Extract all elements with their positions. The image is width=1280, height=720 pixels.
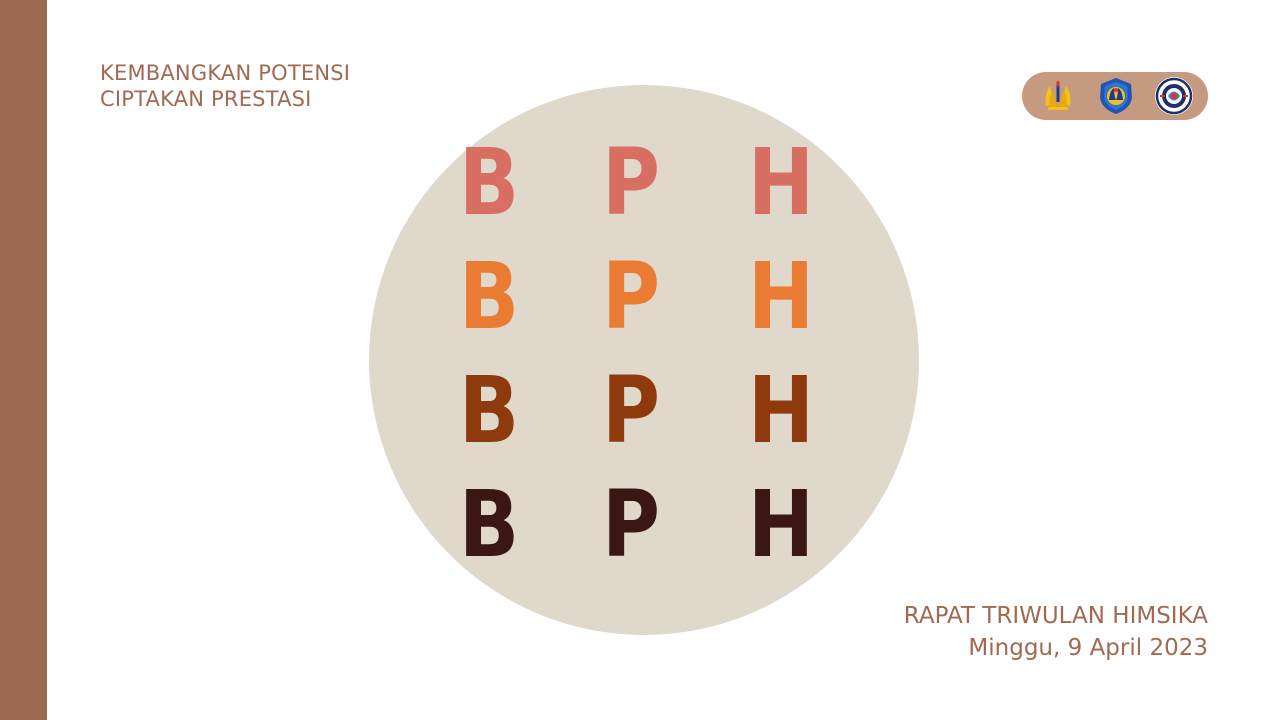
letter-h-row-4: H bbox=[747, 471, 815, 578]
emblem-circle: B P H B P H B P H B P H bbox=[369, 85, 919, 635]
letter-h-row-2: H bbox=[747, 243, 815, 350]
event-date: Minggu, 9 April 2023 bbox=[968, 635, 1208, 661]
event-info: RAPAT TRIWULAN HIMSIKA Minggu, 9 April 2… bbox=[904, 600, 1208, 664]
himsika-logo-icon bbox=[1154, 76, 1194, 116]
letter-p-row-2: P bbox=[602, 243, 660, 350]
letter-h-row-3: H bbox=[747, 357, 815, 464]
letter-b-row-1: B bbox=[458, 129, 520, 236]
letter-p-row-3: P bbox=[602, 357, 660, 464]
accent-side-bar bbox=[0, 0, 47, 720]
letter-h-row-1: H bbox=[747, 129, 815, 236]
tagline-line-1: KEMBANGKAN POTENSI bbox=[100, 61, 351, 85]
letter-p-row-4: P bbox=[602, 471, 660, 578]
letter-b-row-4: B bbox=[458, 471, 520, 578]
faculty-logo-icon bbox=[1096, 76, 1136, 116]
event-title: RAPAT TRIWULAN HIMSIKA bbox=[903, 603, 1208, 629]
logo-strip bbox=[1022, 72, 1208, 120]
letter-b-row-2: B bbox=[458, 243, 520, 350]
tagline-line-2: CIPTAKAN PRESTASI bbox=[100, 87, 312, 111]
university-logo-icon bbox=[1038, 76, 1078, 116]
letter-b-row-3: B bbox=[458, 357, 520, 464]
tagline: KEMBANGKAN POTENSI CIPTAKAN PRESTASI bbox=[100, 60, 350, 112]
letter-p-row-1: P bbox=[602, 129, 660, 236]
